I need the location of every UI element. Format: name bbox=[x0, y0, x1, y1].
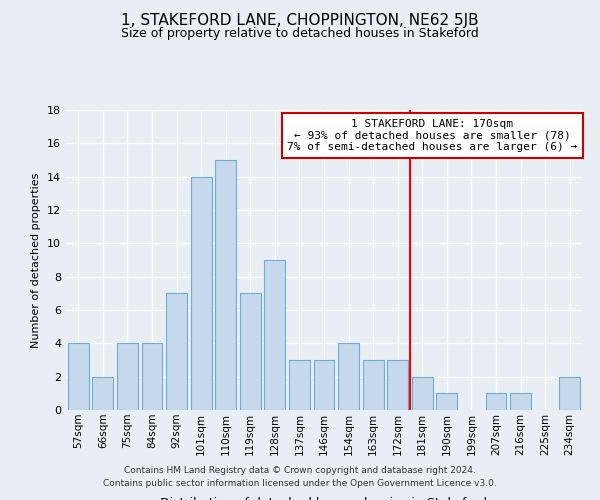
Bar bbox=[387, 360, 408, 410]
Bar bbox=[240, 294, 261, 410]
Bar bbox=[314, 360, 334, 410]
X-axis label: Distribution of detached houses by size in Stakeford: Distribution of detached houses by size … bbox=[161, 496, 487, 500]
Bar bbox=[510, 394, 531, 410]
Bar bbox=[436, 394, 457, 410]
Bar bbox=[265, 260, 286, 410]
Bar bbox=[362, 360, 383, 410]
Text: Contains HM Land Registry data © Crown copyright and database right 2024.
Contai: Contains HM Land Registry data © Crown c… bbox=[103, 466, 497, 487]
Y-axis label: Number of detached properties: Number of detached properties bbox=[31, 172, 41, 348]
Bar bbox=[166, 294, 187, 410]
Bar bbox=[191, 176, 212, 410]
Bar bbox=[117, 344, 138, 410]
Bar bbox=[485, 394, 506, 410]
Bar bbox=[338, 344, 359, 410]
Bar bbox=[92, 376, 113, 410]
Bar bbox=[289, 360, 310, 410]
Text: 1, STAKEFORD LANE, CHOPPINGTON, NE62 5JB: 1, STAKEFORD LANE, CHOPPINGTON, NE62 5JB bbox=[121, 12, 479, 28]
Text: 1 STAKEFORD LANE: 170sqm
← 93% of detached houses are smaller (78)
7% of semi-de: 1 STAKEFORD LANE: 170sqm ← 93% of detach… bbox=[287, 119, 577, 152]
Bar bbox=[412, 376, 433, 410]
Bar bbox=[142, 344, 163, 410]
Bar bbox=[68, 344, 89, 410]
Bar bbox=[215, 160, 236, 410]
Text: Size of property relative to detached houses in Stakeford: Size of property relative to detached ho… bbox=[121, 28, 479, 40]
Bar bbox=[559, 376, 580, 410]
